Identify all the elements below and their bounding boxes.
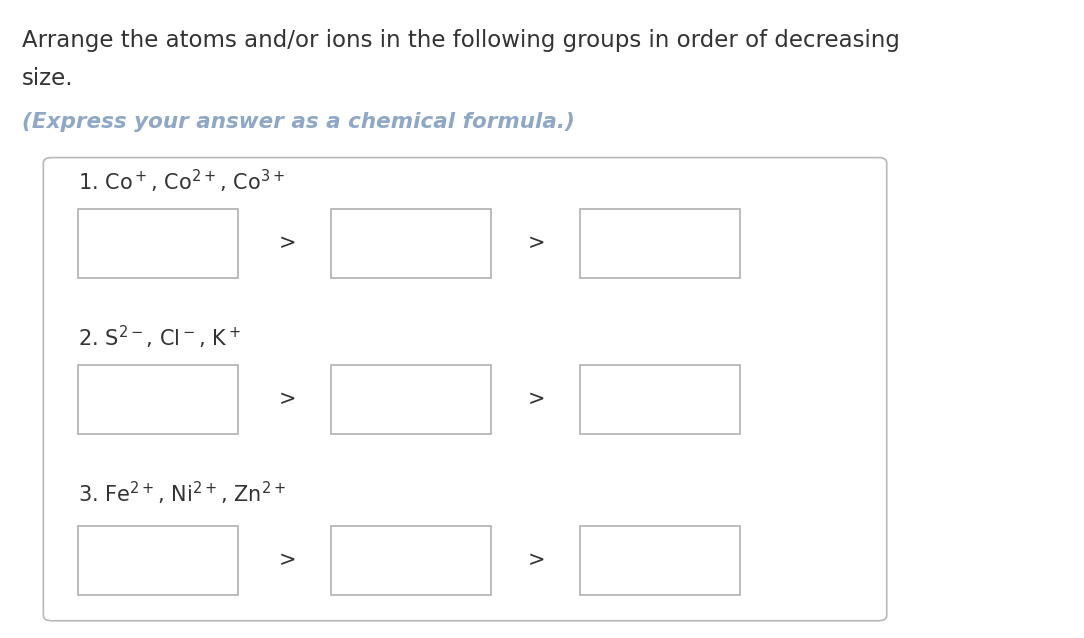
Bar bbox=[331, 209, 491, 278]
Text: 1. Co$^+$, Co$^{2+}$, Co$^{3+}$: 1. Co$^+$, Co$^{2+}$, Co$^{3+}$ bbox=[78, 167, 285, 195]
Text: >: > bbox=[528, 550, 545, 570]
Text: >: > bbox=[279, 389, 296, 410]
Bar bbox=[331, 365, 491, 434]
Text: >: > bbox=[528, 389, 545, 410]
Text: >: > bbox=[528, 233, 545, 253]
Text: >: > bbox=[279, 233, 296, 253]
Bar bbox=[78, 209, 238, 278]
Text: Arrange the atoms and/or ions in the following groups in order of decreasing: Arrange the atoms and/or ions in the fol… bbox=[22, 29, 900, 52]
Text: size.: size. bbox=[22, 67, 74, 90]
Text: >: > bbox=[279, 550, 296, 570]
Text: (Express your answer as a chemical formula.): (Express your answer as a chemical formu… bbox=[22, 112, 575, 131]
Bar bbox=[580, 526, 740, 595]
Bar bbox=[580, 365, 740, 434]
Text: 2. S$^{2-}$, Cl$^-$, K$^+$: 2. S$^{2-}$, Cl$^-$, K$^+$ bbox=[78, 323, 241, 351]
Text: 3. Fe$^{2+}$, Ni$^{2+}$, Zn$^{2+}$: 3. Fe$^{2+}$, Ni$^{2+}$, Zn$^{2+}$ bbox=[78, 480, 286, 507]
Bar bbox=[331, 526, 491, 595]
Bar bbox=[580, 209, 740, 278]
Bar bbox=[78, 365, 238, 434]
FancyBboxPatch shape bbox=[43, 158, 887, 621]
Bar bbox=[78, 526, 238, 595]
